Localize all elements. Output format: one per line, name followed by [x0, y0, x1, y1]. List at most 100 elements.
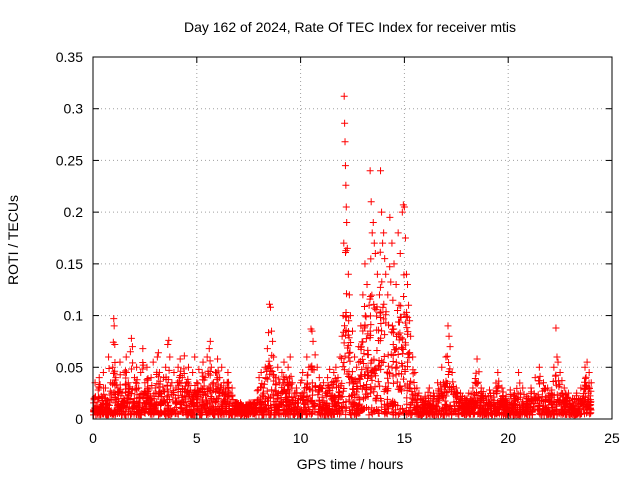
bg-point: [110, 408, 118, 416]
bg-point: [315, 402, 323, 410]
y-tick-label: 0.35: [56, 49, 83, 65]
bg-point: [186, 391, 194, 399]
data-point: [270, 353, 278, 361]
data-point: [469, 384, 477, 392]
bg-point: [163, 409, 171, 417]
bg-point: [379, 359, 387, 367]
data-point: [353, 363, 361, 371]
bg-point: [563, 403, 571, 411]
data-point: [110, 322, 118, 330]
data-point: [405, 301, 413, 309]
bg-point: [403, 324, 411, 332]
bg-point: [112, 407, 120, 415]
data-point: [153, 353, 161, 361]
data-point: [124, 379, 132, 387]
bg-point: [382, 311, 390, 319]
data-point: [135, 384, 143, 392]
bg-point: [374, 378, 382, 386]
data-point: [381, 255, 389, 263]
data-point: [94, 386, 102, 394]
data-point: [338, 332, 346, 340]
data-point: [336, 353, 344, 361]
data-point: [122, 353, 130, 361]
y-tick-label: 0.3: [64, 101, 84, 117]
bg-point: [227, 411, 235, 419]
bg-point: [487, 409, 495, 417]
bg-point: [346, 409, 354, 417]
bg-point: [576, 397, 584, 405]
data-point: [539, 379, 547, 387]
bg-point: [498, 411, 506, 419]
data-point: [297, 379, 305, 387]
data-point: [341, 119, 349, 127]
data-point: [535, 363, 543, 371]
bg-point: [172, 400, 180, 408]
bg-point: [298, 409, 306, 417]
bg-point: [133, 379, 141, 387]
bg-point: [332, 402, 340, 410]
data-point: [214, 355, 222, 363]
bg-point: [387, 350, 395, 358]
bg-point: [282, 395, 290, 403]
data-point: [165, 336, 173, 344]
bg-point: [274, 395, 282, 403]
data-point: [160, 374, 168, 382]
bg-point: [137, 406, 145, 414]
bg-point: [388, 364, 396, 372]
bg-point: [319, 403, 327, 411]
bg-point: [104, 406, 112, 414]
data-point: [445, 332, 453, 340]
bg-point: [394, 350, 402, 358]
bg-point: [248, 404, 256, 412]
data-point: [216, 374, 224, 382]
bg-point: [374, 409, 382, 417]
data-point: [309, 337, 317, 345]
data-point: [448, 368, 456, 376]
bg-point: [274, 403, 282, 411]
data-point: [554, 358, 562, 366]
data-point: [377, 167, 385, 175]
data-point: [346, 312, 354, 320]
data-point: [311, 351, 319, 359]
bg-point: [399, 362, 407, 370]
data-point: [201, 374, 209, 382]
data-point: [199, 358, 207, 366]
bg-point: [395, 301, 403, 309]
data-point: [137, 368, 145, 376]
bg-point: [345, 354, 353, 362]
data-point: [251, 399, 259, 407]
bg-point: [373, 303, 381, 311]
axis-ticks: [92, 56, 613, 420]
bg-point: [535, 377, 543, 385]
bg-point: [394, 318, 402, 326]
bg-point: [478, 398, 486, 406]
bg-point: [389, 372, 397, 380]
bg-point: [218, 403, 226, 411]
y-tick-label: 0.15: [56, 256, 83, 272]
bg-point: [364, 393, 372, 401]
bg-point: [396, 409, 404, 417]
bg-point: [122, 388, 130, 396]
bg-point: [393, 332, 400, 340]
bg-point: [340, 359, 348, 367]
bg-point: [342, 398, 350, 406]
data-point: [425, 384, 433, 392]
bg-point: [407, 401, 415, 409]
bg-point: [346, 348, 354, 356]
bg-point: [258, 399, 266, 407]
data-point: [131, 374, 139, 382]
bg-point: [159, 383, 167, 391]
bg-point: [183, 387, 191, 395]
bg-point: [582, 373, 590, 381]
data-point: [382, 270, 390, 278]
bg-point: [224, 397, 232, 405]
bg-point: [146, 395, 154, 403]
data-point: [473, 355, 481, 363]
bg-point: [374, 362, 382, 370]
bg-point: [337, 393, 345, 401]
bg-point: [403, 380, 411, 388]
bg-point: [199, 396, 207, 404]
bg-point: [483, 401, 491, 409]
data-point: [92, 403, 100, 411]
bg-point: [556, 381, 564, 389]
